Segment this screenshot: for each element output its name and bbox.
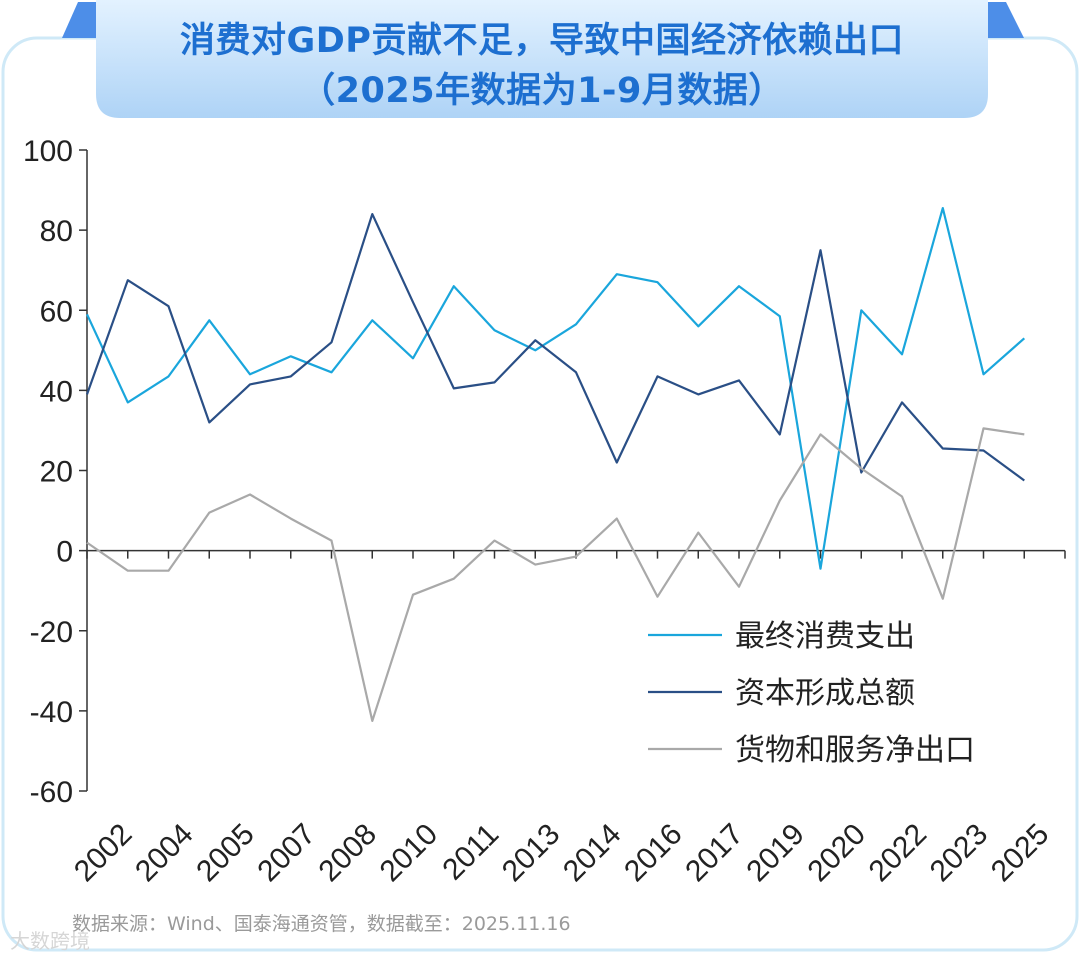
legend-label-1: 最终消费支出 bbox=[735, 619, 915, 654]
series-line-1 bbox=[86, 207, 1026, 570]
y-tick-label: 20 bbox=[40, 456, 73, 489]
x-tick-label: 2025 bbox=[985, 818, 1056, 889]
chart-title-line-1: 消费对GDP贡献不足，导致中国经济依赖出口 bbox=[180, 21, 904, 61]
series-line-3 bbox=[86, 427, 1025, 723]
source-note: 数据来源：Wind、国泰海通资管，数据截至：2025.11.16 bbox=[72, 913, 571, 935]
x-tick-label: 2016 bbox=[618, 818, 689, 889]
x-tick-label: 2004 bbox=[129, 818, 200, 889]
x-tick-label: 2013 bbox=[496, 818, 567, 889]
x-tick-label: 2007 bbox=[251, 818, 322, 889]
x-tick-label: 2023 bbox=[924, 818, 995, 889]
x-tick-label: 2005 bbox=[190, 818, 261, 889]
y-tick-label: 60 bbox=[40, 295, 73, 328]
x-tick-label: 2010 bbox=[374, 818, 445, 889]
y-tick-label: 0 bbox=[56, 536, 73, 569]
x-tick-label: 2014 bbox=[557, 818, 628, 889]
x-tick-label: 2008 bbox=[312, 818, 383, 889]
y-tick-label: -60 bbox=[30, 776, 73, 809]
y-tick-label: -40 bbox=[30, 696, 73, 729]
series-line-2 bbox=[85, 213, 1025, 482]
y-tick-label: 80 bbox=[40, 215, 73, 248]
x-tick-label: 2011 bbox=[436, 818, 505, 887]
chart-title-line-2: （2025年数据为1-9月数据） bbox=[300, 71, 784, 111]
legend-label-3: 货物和服务净出口 bbox=[735, 733, 975, 768]
x-tick-label: 2019 bbox=[740, 818, 811, 889]
x-tick-label: 2020 bbox=[801, 818, 872, 889]
x-tick-label: 2002 bbox=[68, 818, 139, 889]
x-tick-label: 2022 bbox=[863, 818, 934, 889]
y-tick-label: 40 bbox=[40, 375, 73, 408]
y-tick-label: 100 bbox=[23, 135, 73, 168]
watermark: 大数跨境 bbox=[10, 929, 90, 953]
title-banner bbox=[96, 0, 988, 118]
y-tick-label: -20 bbox=[30, 616, 73, 649]
x-tick-label: 2017 bbox=[679, 818, 750, 889]
legend-label-2: 资本形成总额 bbox=[735, 676, 915, 711]
